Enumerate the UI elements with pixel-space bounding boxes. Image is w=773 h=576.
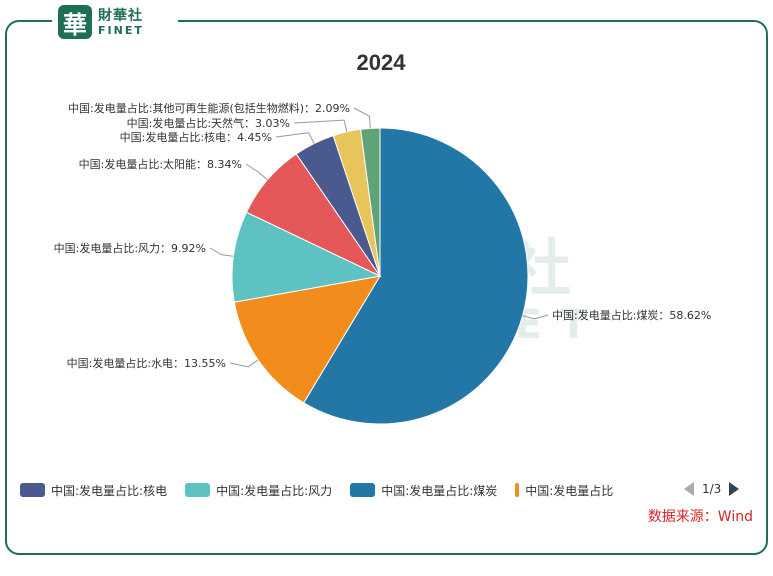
leader-line [353, 107, 371, 129]
legend: 中国:发电量占比:核电 中国:发电量占比:风力 中国:发电量占比:煤炭 中国:发… [20, 480, 625, 500]
legend-item-nuclear[interactable]: 中国:发电量占比:核电 [20, 482, 167, 499]
brand-name-en: FINET [98, 23, 144, 37]
leader-line [209, 247, 234, 257]
leader-line [522, 314, 549, 320]
legend-swatch [515, 483, 520, 497]
data-source: 数据来源：Wind [647, 509, 753, 525]
brand-mark: 華 [58, 5, 92, 39]
legend-label: 中国:发电量占比:煤炭 [381, 483, 498, 498]
prev-page-icon[interactable] [684, 482, 694, 496]
slice-label: 中国:发电量占比:其他可再生能源(包括生物燃料)：2.09% [68, 101, 350, 115]
legend-label: 中国:发电量占比 [525, 483, 614, 498]
legend-pager: 1/3 [684, 482, 740, 496]
brand-text: 財華社 FINET [98, 9, 144, 36]
slice-label: 中国:发电量占比:太阳能：8.34% [79, 157, 242, 171]
legend-swatch [350, 483, 376, 497]
brand-name-cn: 財華社 [98, 7, 143, 24]
leader-line [293, 119, 348, 132]
pie-slice[interactable] [233, 275, 381, 404]
legend-swatch [185, 483, 211, 497]
pie-slice[interactable] [231, 211, 382, 303]
pager-text: 1/3 [702, 482, 722, 496]
brand-logo: 華 財華社 FINET [52, 2, 178, 42]
leader-line [245, 163, 268, 181]
next-page-icon[interactable] [729, 482, 740, 496]
legend-item-truncated[interactable]: 中国:发电量占比 [515, 482, 613, 499]
leader-line [229, 359, 259, 368]
legend-label: 中国:发电量占比:风力 [216, 483, 333, 498]
leader-line [275, 132, 315, 144]
legend-item-wind[interactable]: 中国:发电量占比:风力 [185, 482, 332, 499]
slice-label: 中国:发电量占比:煤炭：58.62% [552, 308, 711, 322]
chart-title: 2024 [357, 50, 407, 75]
slice-label: 中国:发电量占比:天然气：3.03% [127, 116, 290, 130]
legend-item-coal[interactable]: 中国:发电量占比:煤炭 [350, 482, 497, 499]
slice-label: 中国:发电量占比:核电：4.45% [120, 130, 272, 144]
legend-swatch [20, 483, 45, 497]
slice-label: 中国:发电量占比:水电：13.55% [67, 356, 226, 370]
legend-label: 中国:发电量占比:核电 [51, 483, 168, 498]
slice-label: 中国:发电量占比:风力：9.92% [54, 241, 206, 255]
